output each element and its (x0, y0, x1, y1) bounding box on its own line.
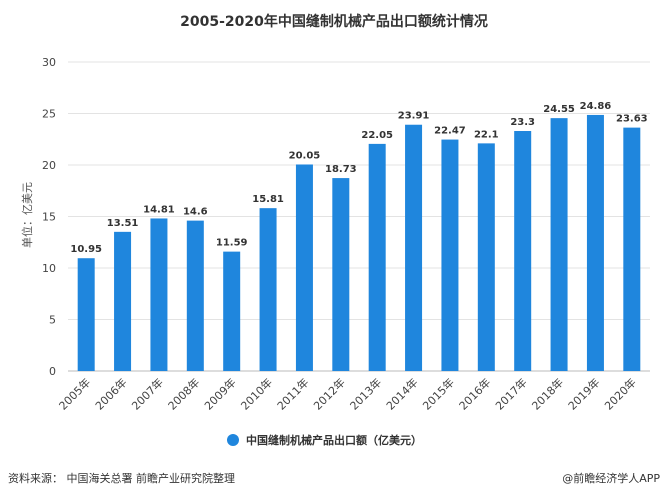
source-note: 资料来源： 中国海关总署 前瞻产业研究院整理 (8, 472, 235, 485)
x-tick-label: 2017年 (492, 375, 529, 412)
bar (77, 258, 95, 371)
x-tick-label: 2016年 (456, 375, 493, 412)
data-label: 24.86 (580, 101, 612, 112)
data-label: 13.51 (107, 218, 139, 229)
x-tick-label: 2005年 (56, 375, 93, 412)
x-tick-label: 2020年 (601, 375, 638, 412)
data-label: 10.95 (70, 244, 102, 255)
data-label: 20.05 (289, 150, 321, 161)
data-label: 11.59 (216, 238, 248, 249)
y-tick-label: 5 (49, 314, 56, 327)
x-tick-label: 2006年 (92, 375, 129, 412)
x-tick-label: 2012年 (310, 375, 347, 412)
credit-note: @前瞻经济学人APP (562, 472, 660, 485)
data-label: 22.1 (474, 129, 499, 140)
legend: 中国缝制机械产品出口额（亿美元） (227, 433, 422, 447)
data-label: 15.81 (252, 194, 284, 205)
data-label: 14.81 (143, 204, 175, 215)
bar (259, 208, 277, 371)
y-axis-label: 单位：亿美元 (20, 182, 34, 248)
data-label: 18.73 (325, 164, 357, 175)
bar (550, 118, 568, 371)
bar-chart: 2005-2020年中国缝制机械产品出口额统计情况 单位：亿美元 0 5 10 15 2… (20, 13, 650, 447)
bar (405, 124, 423, 372)
y-axis-ticks: 0 5 10 15 20 25 30 (42, 56, 56, 378)
legend-label: 中国缝制机械产品出口额（亿美元） (246, 433, 422, 447)
x-tick-label: 2009年 (201, 375, 238, 412)
legend-marker (227, 434, 239, 446)
bar (150, 218, 168, 371)
data-label: 24.55 (543, 104, 575, 115)
bar (514, 131, 532, 371)
chart-title: 2005-2020年中国缝制机械产品出口额统计情况 (180, 13, 488, 30)
bar (441, 139, 459, 371)
x-tick-label: 2010年 (238, 375, 275, 412)
bar (368, 143, 386, 371)
y-tick-label: 20 (42, 159, 56, 172)
x-tick-label: 2018年 (529, 375, 566, 412)
data-label: 23.3 (510, 117, 535, 128)
bar (586, 114, 604, 371)
y-tick-label: 15 (42, 211, 56, 224)
y-tick-label: 30 (42, 56, 56, 69)
bar (477, 143, 495, 371)
y-tick-label: 10 (42, 262, 56, 275)
x-tick-label: 2014年 (383, 375, 420, 412)
bar (223, 251, 241, 371)
data-label: 14.6 (183, 207, 208, 218)
bars: 10.95 13.51 14.81 14.6 11.59 15.81 20.05 18.73 2… (70, 101, 648, 372)
y-tick-label: 25 (42, 108, 56, 121)
data-label: 23.91 (398, 111, 430, 122)
x-tick-label: 2007年 (129, 375, 166, 412)
y-tick-label: 0 (49, 365, 56, 378)
bar (623, 127, 641, 372)
bar (332, 178, 350, 371)
x-tick-label: 2008年 (165, 375, 202, 412)
data-label: 22.05 (361, 130, 393, 141)
data-label: 22.47 (434, 126, 466, 137)
bar (186, 220, 204, 371)
data-label: 23.63 (616, 114, 648, 125)
bar (295, 164, 313, 371)
x-tick-label: 2013年 (347, 375, 384, 412)
x-tick-label: 2015年 (420, 375, 457, 412)
x-tick-label: 2011年 (274, 375, 311, 412)
bar (114, 231, 132, 371)
x-tick-label: 2019年 (565, 375, 602, 412)
x-axis-ticks: 2005年 2006年 2007年 2008年 2009年 2010年 2011年 2012年… (56, 375, 639, 412)
